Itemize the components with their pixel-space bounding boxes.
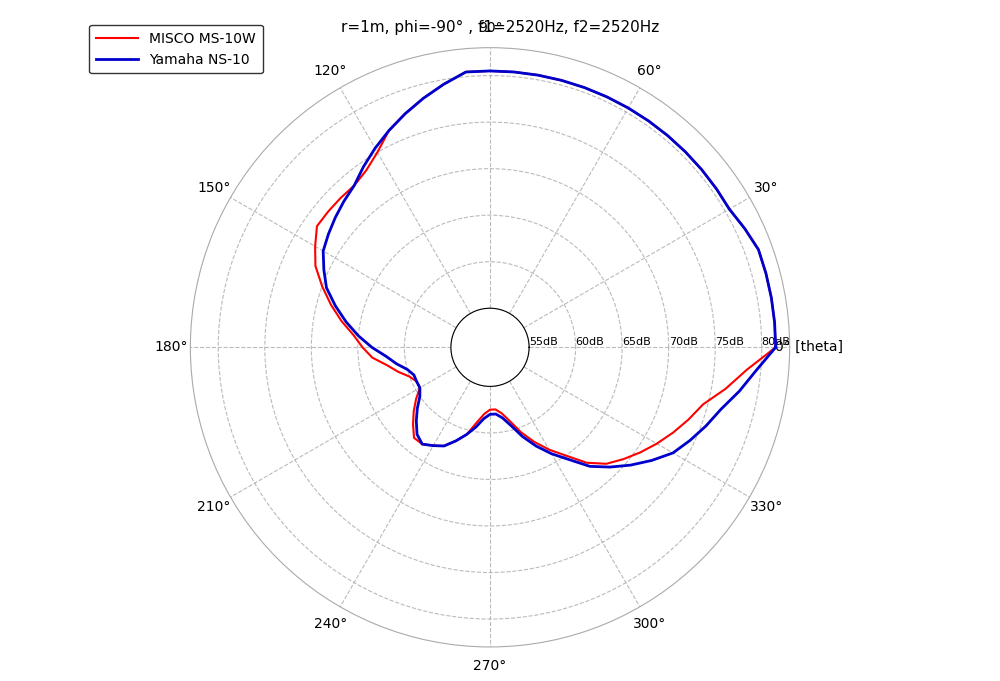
Yamaha NS-10: [770, 343, 782, 351]
Yamaha NS-10: [484, 410, 496, 418]
Legend: MISCO MS-10W, Yamaha NS-10: MISCO MS-10W, Yamaha NS-10: [89, 25, 263, 74]
Text: r=1m, phi=-90° , f1=2520Hz, f2=2520Hz: r=1m, phi=-90° , f1=2520Hz, f2=2520Hz: [341, 20, 659, 35]
Yamaha NS-10: [366, 343, 378, 351]
Yamaha NS-10: [604, 463, 616, 471]
MISCO MS-10W: [532, 71, 544, 79]
MISCO MS-10W: [484, 406, 496, 414]
Yamaha NS-10: [667, 449, 679, 457]
MISCO MS-10W: [770, 343, 782, 351]
Line: MISCO MS-10W: MISCO MS-10W: [315, 71, 776, 464]
MISCO MS-10W: [770, 343, 782, 351]
MISCO MS-10W: [560, 452, 572, 460]
Yamaha NS-10: [562, 456, 574, 464]
Yamaha NS-10: [369, 144, 381, 153]
Yamaha NS-10: [770, 343, 782, 351]
MISCO MS-10W: [357, 343, 369, 351]
Yamaha NS-10: [532, 71, 544, 79]
MISCO MS-10W: [600, 460, 612, 468]
Line: Yamaha NS-10: Yamaha NS-10: [323, 71, 776, 467]
MISCO MS-10W: [371, 148, 383, 157]
MISCO MS-10W: [651, 439, 663, 447]
